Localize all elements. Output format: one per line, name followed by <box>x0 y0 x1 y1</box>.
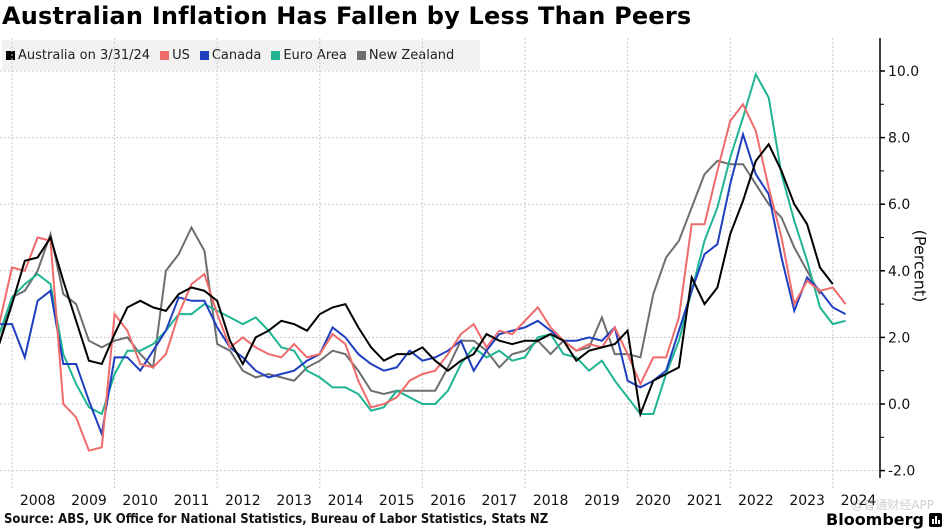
legend-label: Canada <box>211 47 262 63</box>
x-tick-label: 2008 <box>20 493 56 509</box>
x-tick-label: 2023 <box>789 493 825 509</box>
legend-swatch <box>271 50 281 60</box>
legend-label: New Zealand <box>368 47 455 63</box>
x-tick-label: 2017 <box>482 493 518 509</box>
legend-label: Australia on 3/31/24 <box>18 47 151 63</box>
y-tick-label: 2.0 <box>888 330 910 346</box>
watermark: @智通财经APP <box>851 498 934 512</box>
x-tick-label: 2014 <box>328 493 364 509</box>
series-line-euro-area <box>0 71 846 416</box>
y-axis: 10.0 8.0 6.0 4.0 2.0 0.0 -2.0 <box>879 38 919 480</box>
x-tick-label: 2021 <box>687 493 723 509</box>
y-axis-label: (Percent) <box>910 229 930 303</box>
legend-item: US <box>160 48 190 63</box>
x-tick-label: 2018 <box>533 493 569 509</box>
bloomberg-logo: Bloomberg <box>826 510 924 529</box>
x-tick-label: 2019 <box>584 493 620 509</box>
legend-item: Euro Area <box>271 48 347 63</box>
legend-label: Euro Area <box>283 47 347 63</box>
y-tick-label: 10.0 <box>888 64 919 80</box>
x-tick-label: 2020 <box>635 493 671 509</box>
x-tick-label: 2013 <box>276 493 312 509</box>
legend-swatch <box>356 50 366 60</box>
legend-item: Canada <box>199 47 262 63</box>
y-tick-label: 6.0 <box>888 197 910 213</box>
legend-item: Australia on 3/31/24 <box>6 48 150 63</box>
bloomberg-chart-icon <box>929 513 942 527</box>
x-tick-label: 2022 <box>738 493 774 509</box>
x-tick-label: 2009 <box>71 493 107 509</box>
legend-swatch <box>160 50 170 60</box>
x-tick-label: 2011 <box>174 493 210 509</box>
x-tick-label: 2015 <box>379 493 415 509</box>
x-tick-label: 2010 <box>122 493 158 509</box>
legend-label: US <box>172 47 190 63</box>
x-axis: 2008 2009 2010 2011 2012 2013 2014 2015 2016 2017… <box>20 493 877 509</box>
series-line-canada <box>0 130 847 438</box>
y-tick-label: 4.0 <box>888 264 910 280</box>
series-lines <box>0 71 847 452</box>
y-tick-label: -2.0 <box>888 464 915 480</box>
legend-item: New Zealand <box>356 47 455 63</box>
source-note: Source: ABS, UK Office for National Stat… <box>4 512 549 527</box>
series-line-new-zealand <box>0 159 821 396</box>
x-tick-label: 2024 <box>841 493 877 509</box>
gridlines <box>0 38 880 488</box>
series-line-australia-on-3-31-24 <box>0 142 834 418</box>
y-tick-label: 0.0 <box>888 397 910 413</box>
y-tick-label: 8.0 <box>888 131 910 147</box>
legend-swatch <box>199 50 209 60</box>
chart-title: Australian Inflation Has Fallen by Less … <box>2 2 692 30</box>
series-line-us <box>0 102 847 452</box>
legend-swatch <box>6 50 15 60</box>
legend: Australia on 3/31/24 US Canada Euro Area New… <box>2 40 480 70</box>
x-tick-label: 2012 <box>225 493 261 509</box>
x-tick-label: 2016 <box>430 493 466 509</box>
